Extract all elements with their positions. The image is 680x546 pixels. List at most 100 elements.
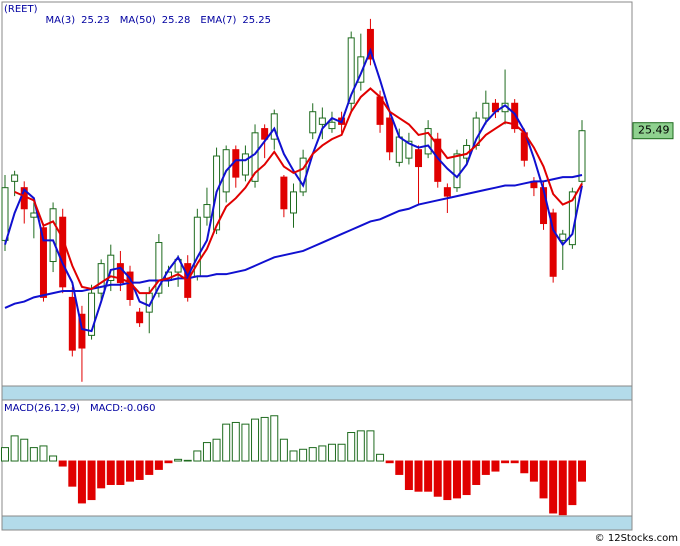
macd-bar [289, 450, 298, 462]
macd-bar [87, 460, 96, 501]
legend-value: 25.28 [162, 15, 191, 26]
candle-body [136, 311, 144, 324]
candle-body [559, 233, 567, 241]
price-badge [632, 122, 674, 140]
macd-bar [501, 460, 510, 464]
macd-bar [135, 460, 144, 480]
macd-bar [279, 438, 288, 462]
candle-body [1, 187, 9, 241]
macd-bar [539, 460, 548, 499]
candle-body [11, 174, 19, 182]
macd-bar [404, 460, 413, 491]
macd-bar [260, 416, 269, 462]
macd-bar [126, 460, 135, 482]
candle-body [424, 128, 432, 155]
macd-bar [116, 460, 125, 485]
macd-bar [68, 460, 77, 487]
legend-name: MA(3) [46, 15, 76, 26]
candle-body [405, 140, 413, 159]
macd-bar [529, 460, 538, 482]
macd-value: MACD:-0.060 [90, 403, 156, 414]
macd-bar [376, 453, 385, 462]
macd-bar [414, 460, 423, 492]
candle-body [395, 136, 403, 163]
macd-bar [193, 450, 202, 462]
macd-bar [145, 460, 154, 475]
macd-bar [462, 460, 471, 496]
macd-bar [510, 460, 519, 464]
macd-bar [318, 445, 327, 462]
legend-name: MA(50) [120, 15, 156, 26]
macd-bar [472, 460, 481, 485]
macd-bar [308, 447, 317, 462]
legend-name: EMA(7) [200, 15, 236, 26]
candle-body [280, 176, 288, 210]
candle-body [443, 187, 451, 197]
macd-bar [424, 460, 433, 492]
candle-body [482, 102, 490, 119]
macd-bar [39, 445, 48, 462]
ma-line [4, 47, 583, 333]
candle-body [107, 254, 115, 282]
macd-bar [183, 459, 192, 462]
macd-bar [20, 438, 29, 462]
date-bar [1, 385, 633, 401]
candle-body [366, 28, 374, 60]
candle-body [318, 117, 326, 125]
macd-panel [1, 399, 633, 517]
macd-bar [452, 460, 461, 499]
candle-body [203, 204, 211, 218]
macd-bar [270, 415, 279, 462]
macd-bar [481, 460, 490, 475]
macd-bar [568, 460, 577, 506]
candle-body [241, 153, 249, 176]
macd-bar [154, 460, 163, 470]
candle-body [511, 102, 519, 130]
candle-body [261, 128, 269, 140]
candle-body [549, 212, 557, 277]
macd-bar [174, 458, 183, 462]
candle-body [357, 56, 365, 83]
macd-bar [433, 460, 442, 497]
macd-bar [10, 435, 19, 462]
macd-bar [97, 460, 106, 489]
candle-body [39, 227, 47, 298]
macd-bar [578, 460, 586, 482]
macd-bar [58, 460, 67, 467]
macd-bar [366, 430, 375, 462]
candle-body [270, 113, 278, 140]
price-panel [1, 1, 633, 387]
candle-body [453, 153, 461, 189]
candle-body [78, 313, 86, 349]
candle-body [328, 121, 336, 130]
candle-body [290, 191, 297, 214]
candle-body [347, 37, 355, 104]
candle-body [116, 263, 124, 284]
macd-bar [164, 460, 173, 464]
candle-body [386, 117, 394, 153]
macd-bar [385, 460, 394, 464]
macd-bar [241, 423, 250, 462]
chart-title: (REET) [4, 4, 38, 15]
macd-bar [222, 423, 231, 462]
candle-body [309, 111, 317, 134]
candle-body [578, 130, 586, 182]
candle-body [97, 263, 105, 294]
legend-value: 25.25 [242, 15, 271, 26]
ma-line [14, 87, 583, 295]
macd-bar [491, 460, 500, 472]
labels: (REET) MA(3) 25.23 MA(50) 25.28 EMA(7) 25.25 25… [4, 4, 674, 414]
macd-bar [29, 447, 38, 462]
macd-bar [77, 460, 86, 504]
macd-bar [549, 460, 558, 514]
macd-bar [231, 421, 240, 462]
candle-body [49, 208, 57, 263]
macd-bar [347, 432, 356, 462]
macd-bar [327, 443, 336, 462]
price-badge-label: 25.49 [638, 124, 670, 137]
macd-bar [337, 443, 346, 462]
footer: © 12Stocks.com [595, 533, 678, 544]
macd-bar [202, 442, 211, 462]
macd-bar [299, 448, 308, 462]
